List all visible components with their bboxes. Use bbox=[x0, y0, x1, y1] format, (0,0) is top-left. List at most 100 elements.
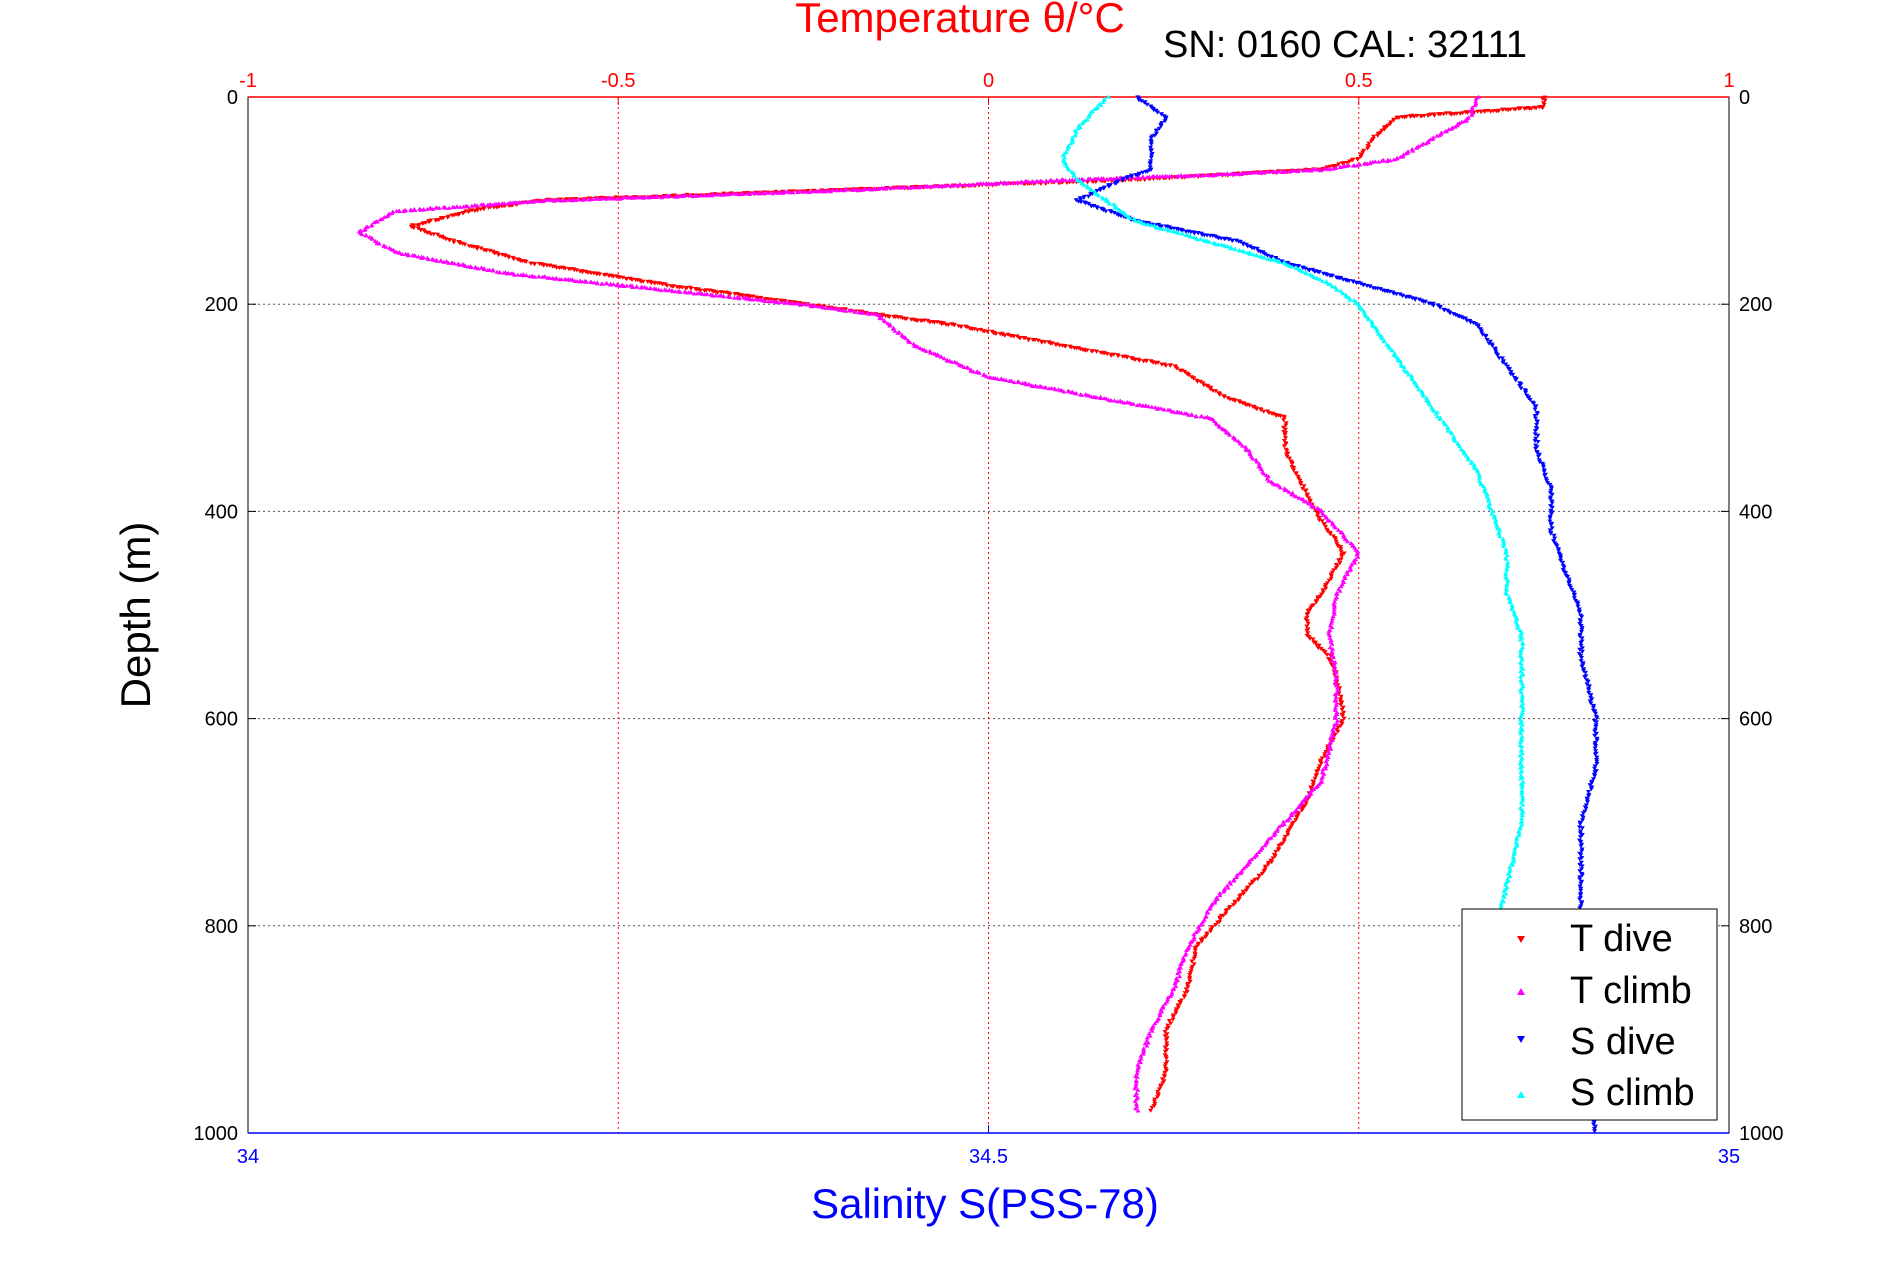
data-point bbox=[876, 186, 882, 191]
data-point bbox=[1330, 646, 1336, 651]
data-point bbox=[1163, 1056, 1169, 1061]
data-point bbox=[1338, 165, 1344, 169]
data-point bbox=[1473, 99, 1479, 104]
data-point bbox=[1247, 251, 1253, 256]
data-point bbox=[1187, 977, 1192, 982]
data-point bbox=[1329, 641, 1335, 646]
data-point bbox=[1542, 95, 1548, 100]
data-point bbox=[1353, 300, 1359, 305]
data-point bbox=[648, 286, 654, 290]
data-point bbox=[1335, 527, 1341, 532]
data-point bbox=[449, 213, 455, 218]
data-point bbox=[1141, 1046, 1147, 1051]
data-point bbox=[1157, 1013, 1163, 1018]
data-point bbox=[1297, 478, 1303, 483]
data-point bbox=[1017, 335, 1023, 340]
data-point bbox=[1283, 452, 1289, 457]
data-point bbox=[1457, 111, 1463, 116]
data-point bbox=[1281, 418, 1287, 423]
data-point bbox=[1338, 724, 1344, 729]
data-point bbox=[1285, 832, 1291, 837]
data-point bbox=[860, 310, 866, 315]
data-point bbox=[1517, 637, 1523, 642]
data-point bbox=[1532, 407, 1538, 412]
data-point bbox=[1339, 707, 1345, 712]
data-point bbox=[1117, 175, 1123, 180]
data-point bbox=[1329, 284, 1335, 289]
data-point bbox=[658, 288, 664, 293]
data-point bbox=[1365, 146, 1371, 151]
data-point bbox=[1234, 872, 1240, 877]
data-point bbox=[1519, 751, 1525, 756]
data-point bbox=[1358, 281, 1364, 286]
data-point bbox=[1336, 558, 1342, 563]
data-point bbox=[1592, 733, 1598, 738]
data-point bbox=[841, 188, 847, 193]
data-point bbox=[1497, 527, 1503, 532]
data-point bbox=[1111, 398, 1117, 403]
data-point bbox=[1590, 705, 1596, 710]
data-point bbox=[1518, 714, 1524, 719]
data-point bbox=[1592, 770, 1598, 775]
data-point bbox=[1334, 700, 1340, 705]
data-point bbox=[586, 197, 592, 202]
data-point bbox=[1333, 596, 1338, 601]
data-point bbox=[1579, 826, 1585, 831]
data-point bbox=[1503, 362, 1509, 367]
data-point bbox=[1132, 1093, 1138, 1098]
data-point bbox=[945, 323, 951, 328]
top-tick-label: 0 bbox=[983, 70, 994, 92]
data-point bbox=[1594, 720, 1599, 725]
data-point bbox=[1334, 718, 1340, 723]
data-point bbox=[739, 293, 745, 298]
data-point bbox=[1047, 178, 1053, 182]
data-point bbox=[1409, 373, 1415, 378]
y-tick-label-left: 1000 bbox=[194, 1123, 239, 1145]
data-point bbox=[1137, 358, 1142, 363]
data-point bbox=[384, 214, 390, 218]
data-point bbox=[1446, 127, 1452, 132]
data-point bbox=[630, 285, 635, 289]
data-point bbox=[1517, 765, 1523, 770]
data-point bbox=[1330, 522, 1335, 527]
data-point bbox=[1549, 501, 1555, 506]
data-point bbox=[1391, 118, 1397, 123]
data-point bbox=[1266, 257, 1272, 261]
data-point bbox=[1173, 1011, 1179, 1016]
data-point bbox=[1329, 658, 1335, 663]
data-point bbox=[809, 304, 815, 309]
data-point bbox=[1106, 184, 1112, 189]
data-point bbox=[984, 374, 989, 379]
data-point bbox=[1287, 456, 1292, 461]
data-point bbox=[421, 255, 426, 260]
data-point bbox=[523, 260, 529, 264]
data-point bbox=[1513, 615, 1519, 619]
data-point bbox=[760, 191, 765, 196]
top-axis-title: Temperature θ/°C bbox=[795, 0, 1125, 41]
data-point bbox=[917, 346, 923, 350]
data-point bbox=[1334, 287, 1340, 292]
data-point bbox=[1338, 547, 1344, 552]
data-point bbox=[1144, 359, 1150, 364]
data-point bbox=[1511, 854, 1516, 859]
data-point bbox=[1283, 423, 1289, 428]
data-point bbox=[1070, 137, 1076, 142]
data-point bbox=[1161, 1079, 1167, 1084]
data-point bbox=[1509, 607, 1514, 611]
data-point bbox=[1269, 255, 1274, 260]
data-point bbox=[922, 183, 928, 188]
data-point bbox=[1516, 829, 1522, 834]
data-point bbox=[1208, 387, 1214, 392]
data-point bbox=[976, 370, 982, 375]
data-point bbox=[536, 274, 542, 279]
data-point bbox=[1066, 178, 1072, 182]
data-point bbox=[958, 324, 964, 329]
data-point bbox=[1350, 163, 1356, 168]
data-point bbox=[1520, 693, 1525, 698]
data-point bbox=[1124, 355, 1130, 360]
data-point bbox=[1163, 1062, 1169, 1067]
data-point bbox=[1316, 643, 1322, 648]
data-point bbox=[916, 185, 922, 190]
data-point bbox=[1182, 952, 1188, 957]
data-point bbox=[1230, 903, 1236, 908]
